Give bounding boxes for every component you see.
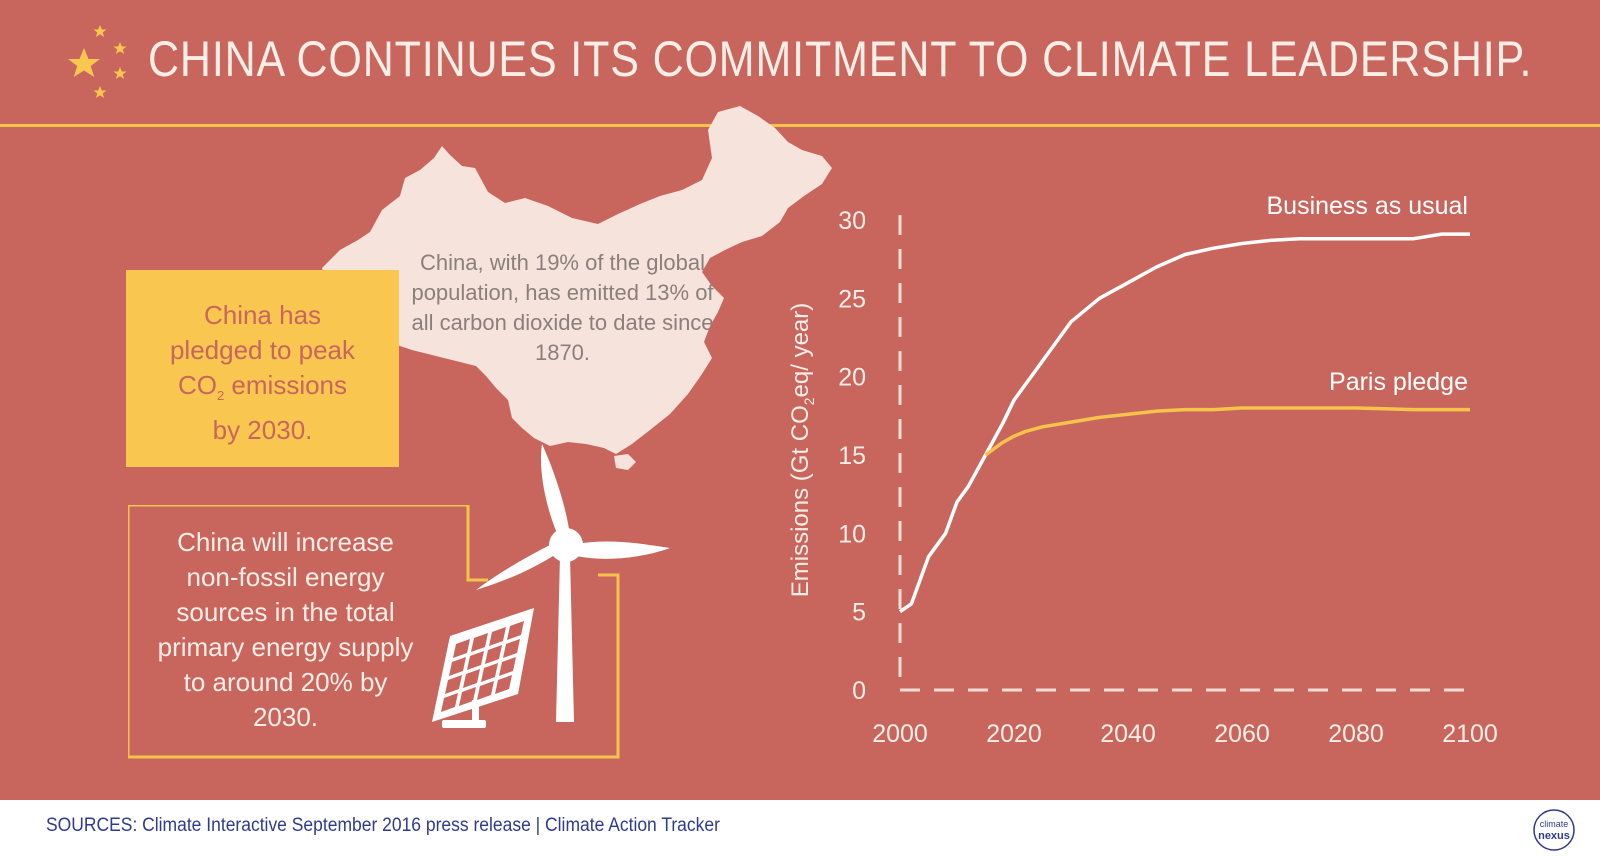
x-tick-label: 2020 xyxy=(986,720,1042,748)
map-annotation: China, with 19% of the global population… xyxy=(411,250,714,365)
pledge-line: China has xyxy=(203,300,322,330)
y-tick-label: 5 xyxy=(852,599,866,627)
logo-top-text: climate xyxy=(1540,819,1569,829)
small-star xyxy=(113,42,127,54)
climate-nexus-logo: climate nexus xyxy=(1533,809,1575,851)
x-tick-label: 2000 xyxy=(872,720,928,748)
small-star xyxy=(93,86,107,98)
y-tick-label: 0 xyxy=(852,677,866,705)
page-title: CHINA CONTINUES ITS COMMITMENT TO CLIMAT… xyxy=(148,31,1533,87)
pledge-line: pledged to peak xyxy=(169,335,356,365)
pledge-line: emissions xyxy=(224,370,348,400)
china-map-shape xyxy=(322,106,832,454)
emissions-chart: 0 5 10 15 20 25 30 2000 2020 2040 2060 2080 2100 Bu… xyxy=(790,192,1498,748)
source-citation: SOURCES: Climate Interactive September 2… xyxy=(46,815,720,836)
y-axis-label-sub: 2 xyxy=(801,397,817,405)
small-star xyxy=(113,67,127,79)
renewable-energy-icon xyxy=(432,444,670,728)
series-label-paris: Paris pledge xyxy=(1329,368,1468,396)
series-label-bau: Business as usual xyxy=(1266,192,1468,220)
co2-subscript: 2 xyxy=(216,388,225,404)
y-tick-label: 15 xyxy=(838,442,866,470)
china-map-icon xyxy=(322,106,832,470)
y-tick-label: 10 xyxy=(838,520,866,548)
title-divider xyxy=(0,124,1600,127)
logo-bottom-text: nexus xyxy=(1538,830,1570,842)
x-tick-label: 2100 xyxy=(1442,720,1498,748)
y-axis-label-pre: Emissions (Gt CO xyxy=(790,405,814,597)
energy-text: China will increase non-fossil energy so… xyxy=(157,527,414,732)
x-tick-label: 2060 xyxy=(1214,720,1270,748)
pledge-text: China has pledged to peak CO2 emissions … xyxy=(126,298,399,448)
y-tick-label: 30 xyxy=(838,207,866,235)
y-tick-label: 20 xyxy=(838,364,866,392)
y-axis-label: Emissions (Gt CO2eq/ year) xyxy=(790,303,817,598)
y-axis-label-post: eq/ year) xyxy=(790,303,814,398)
x-tick-label: 2040 xyxy=(1100,720,1156,748)
bau-series-line xyxy=(899,232,1470,614)
pledge-line: CO xyxy=(177,370,217,400)
small-star xyxy=(93,25,107,37)
paris-series-line xyxy=(984,406,1470,457)
wind-turbine-icon xyxy=(476,444,670,722)
pledge-callout xyxy=(126,270,399,467)
x-tick-label: 2080 xyxy=(1328,720,1384,748)
stars-icon xyxy=(68,25,127,98)
y-tick-label: 25 xyxy=(838,285,866,313)
energy-callout-frame xyxy=(128,505,620,759)
footer xyxy=(0,800,1600,857)
solar-panel-icon xyxy=(432,608,534,728)
big-star xyxy=(68,48,100,77)
hainan-island xyxy=(614,454,636,470)
pledge-line: by 2030. xyxy=(212,415,313,446)
